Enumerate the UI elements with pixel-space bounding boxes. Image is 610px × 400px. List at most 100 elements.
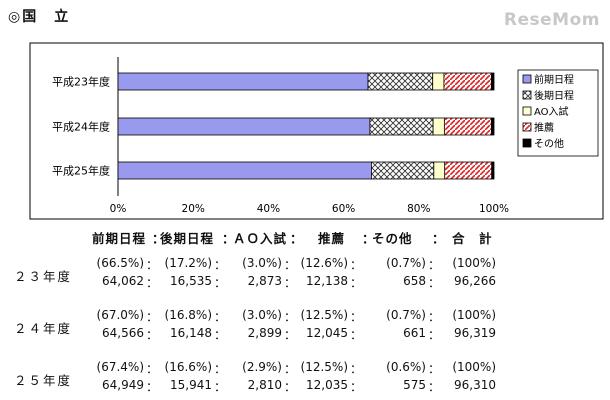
column-header: 後期日程 bbox=[160, 231, 215, 246]
cell-separator: ： bbox=[284, 328, 297, 342]
x-tick-label: 100% bbox=[479, 203, 509, 215]
cell-separator: ： bbox=[350, 258, 363, 272]
header-separator: ： bbox=[432, 231, 446, 246]
cell-separator: ： bbox=[284, 380, 297, 394]
bar-segment bbox=[367, 72, 434, 91]
bar-segment bbox=[490, 72, 495, 91]
cell-separator: ： bbox=[146, 362, 159, 376]
count-cell: 661 bbox=[403, 326, 426, 340]
legend-label: その他 bbox=[534, 137, 564, 150]
count-cell: 12,138 bbox=[306, 274, 348, 288]
cell-separator: ： bbox=[428, 328, 441, 342]
percent-cell: (100%) bbox=[452, 256, 496, 270]
cell-separator: ： bbox=[350, 328, 363, 342]
row-label: ２３年度 bbox=[14, 269, 73, 284]
legend-swatch bbox=[522, 106, 532, 116]
percent-cell: (100%) bbox=[452, 308, 496, 322]
count-cell: 575 bbox=[403, 378, 426, 392]
cell-separator: ： bbox=[428, 362, 441, 376]
count-cell: 16,535 bbox=[170, 274, 212, 288]
percent-cell: (100%) bbox=[452, 360, 496, 374]
percent-cell: (3.0%) bbox=[242, 256, 282, 270]
cell-separator: ： bbox=[146, 310, 159, 324]
header-separator: ： bbox=[222, 231, 236, 246]
cell-separator: ： bbox=[146, 276, 159, 290]
category-label: 平成24年度 bbox=[52, 120, 110, 134]
percent-cell: (0.6%) bbox=[386, 360, 426, 374]
legend-swatch bbox=[522, 138, 532, 148]
count-cell: 96,319 bbox=[454, 326, 496, 340]
percent-cell: (3.0%) bbox=[242, 308, 282, 322]
count-cell: 2,810 bbox=[247, 378, 282, 392]
count-cell: 12,035 bbox=[306, 378, 348, 392]
cell-separator: ： bbox=[214, 310, 227, 324]
x-tick-label: 0% bbox=[110, 203, 127, 215]
count-cell: 64,566 bbox=[102, 326, 144, 340]
percent-cell: (12.5%) bbox=[300, 360, 348, 374]
site-logo: ReseMom bbox=[503, 10, 600, 30]
percent-cell: (16.8%) bbox=[164, 308, 212, 322]
x-tick-label: 60% bbox=[332, 203, 355, 215]
bar-segment bbox=[490, 117, 495, 136]
column-header: 合 計 bbox=[452, 231, 493, 246]
row-label: ２４年度 bbox=[14, 321, 73, 336]
column-header: 前期日程 bbox=[92, 231, 147, 246]
cell-separator: ： bbox=[146, 380, 159, 394]
count-cell: 658 bbox=[403, 274, 426, 288]
count-cell: 64,062 bbox=[102, 274, 144, 288]
bar-segment bbox=[117, 117, 371, 136]
percent-cell: (0.7%) bbox=[386, 256, 426, 270]
legend-label: 前期日程 bbox=[534, 73, 574, 86]
column-header: 推薦 bbox=[318, 231, 346, 246]
bar-segment bbox=[432, 117, 445, 136]
cell-separator: ： bbox=[214, 276, 227, 290]
x-tick-label: 80% bbox=[407, 203, 430, 215]
cell-separator: ： bbox=[284, 310, 297, 324]
bar-segment bbox=[444, 161, 493, 180]
percent-cell: (67.0%) bbox=[96, 308, 144, 322]
column-header: その他 bbox=[372, 231, 413, 246]
header-separator: ： bbox=[362, 231, 376, 246]
count-cell: 96,266 bbox=[454, 274, 496, 288]
x-tick-label: 20% bbox=[182, 203, 205, 215]
cell-separator: ： bbox=[214, 380, 227, 394]
percent-cell: (12.6%) bbox=[300, 256, 348, 270]
cell-separator: ： bbox=[350, 276, 363, 290]
cell-separator: ： bbox=[284, 276, 297, 290]
percent-cell: (2.9%) bbox=[242, 360, 282, 374]
header-separator: ： bbox=[152, 231, 166, 246]
bar-segment bbox=[491, 161, 495, 180]
count-cell: 96,310 bbox=[454, 378, 496, 392]
bar-segment bbox=[443, 72, 492, 91]
bar-segment bbox=[369, 117, 434, 136]
legend-swatch bbox=[522, 122, 532, 132]
statistics-table: 前期日程：後期日程： ＡＯ入試：推薦：その他：合 計 ２３年度 (66.5%) (17.… bbox=[0, 228, 610, 400]
page-title: ◎国 立 bbox=[8, 9, 71, 25]
bar-segment bbox=[443, 117, 492, 136]
bar-segment bbox=[433, 161, 446, 180]
percent-cell: (67.4%) bbox=[96, 360, 144, 374]
count-cell: 15,941 bbox=[170, 378, 212, 392]
x-tick-label: 40% bbox=[257, 203, 280, 215]
cell-separator: ： bbox=[350, 362, 363, 376]
legend-label: AO入試 bbox=[534, 105, 569, 118]
cell-separator: ： bbox=[428, 310, 441, 324]
count-cell: 16,148 bbox=[170, 326, 212, 340]
bar-segment bbox=[432, 72, 445, 91]
legend-label: 後期日程 bbox=[534, 89, 574, 102]
cell-separator: ： bbox=[284, 258, 297, 272]
cell-separator: ： bbox=[428, 258, 441, 272]
legend-swatch bbox=[522, 74, 532, 84]
row-label: ２５年度 bbox=[14, 373, 73, 388]
category-label: 平成23年度 bbox=[52, 75, 110, 89]
percent-cell: (12.5%) bbox=[300, 308, 348, 322]
bar-segment bbox=[117, 161, 372, 180]
cell-separator: ： bbox=[428, 276, 441, 290]
percent-cell: (0.7%) bbox=[386, 308, 426, 322]
count-cell: 64,949 bbox=[102, 378, 144, 392]
bar-segment bbox=[117, 72, 369, 91]
column-header: ＡＯ入試 bbox=[233, 231, 288, 246]
cell-separator: ： bbox=[350, 310, 363, 324]
bar-segment bbox=[371, 161, 435, 180]
